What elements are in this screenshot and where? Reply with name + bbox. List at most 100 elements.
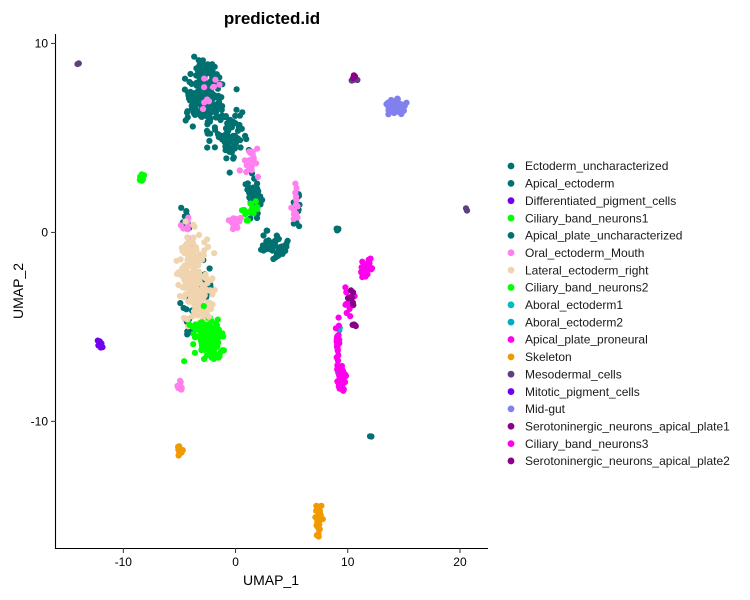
scatter-point [204,280,211,287]
scatter-point [226,169,233,176]
scatter-point [292,180,299,187]
scatter-point [197,112,204,119]
chart-title: predicted.id [224,9,320,28]
scatter-point [336,374,343,381]
scatter-point [186,288,193,295]
scatter-point [389,100,396,107]
legend-label: Ciliary_band_neurons3 [525,437,649,451]
scatter-point [210,355,217,362]
series-skeleton [175,443,326,540]
legend-swatch [507,284,515,291]
scatter-point [227,145,234,152]
scatter-point [190,96,197,103]
scatter-point [209,67,216,75]
legend-label: Ectoderm_uncharacterized [525,159,668,173]
scatter-point [179,265,186,272]
scatter-point [290,215,297,223]
scatter-point [215,339,222,346]
scatter-point [191,106,198,113]
scatter-point [139,173,147,180]
scatter-point [206,265,213,272]
scatter-point [237,144,244,151]
scatter-point [201,346,208,353]
scatter-point [334,347,341,354]
scatter-point [335,336,342,343]
x-ticks: -10 0 10 20 [115,548,467,569]
scatter-point [316,503,324,510]
y-tick-label: 10 [35,36,49,50]
x-tick-label: 20 [453,555,467,569]
scatter-point [74,61,81,68]
scatter-point [192,321,199,328]
scatter-point [194,88,201,95]
scatter-point [190,234,197,241]
y-tick-label: 0 [41,225,48,239]
scatter-point [403,99,410,106]
scatter-point [245,184,252,191]
scatter-point [254,145,261,152]
scatter-point [186,78,193,86]
scatter-point [197,273,205,280]
scatter-point [194,333,201,340]
scatter-point [215,92,222,99]
scatter-point [211,346,218,353]
legend-item: Aboral_ectoderm2 [507,315,623,329]
scatter-point [200,309,207,316]
scatter-point [333,354,340,361]
scatter-point [264,227,271,234]
scatter-point [383,101,390,108]
scatter-point [269,247,276,254]
series-serotoninergic-neurons-apical-plate2 [350,72,359,82]
scatter-point [349,299,356,306]
series-lateral-ectoderm-right [173,218,218,331]
scatter-point [185,92,192,99]
scatter-point [343,289,350,296]
legend-swatch [507,232,515,239]
scatter-point [293,196,300,203]
scatter-point [243,217,250,224]
series-apical-ectoderm [290,191,375,440]
scatter-point [180,314,187,322]
scatter-point [236,167,243,174]
scatter-point [260,232,267,239]
legend-swatch [507,249,515,257]
legend-item: Lateral_ectoderm_right [507,263,649,277]
scatter-point [212,327,219,334]
scatter-point [210,333,217,340]
scatter-point [184,329,191,336]
scatter-point [180,304,187,312]
legend-swatch [507,179,515,187]
scatter-point [211,250,218,257]
scatter-point [244,160,251,168]
scatter-point [400,107,407,114]
scatter-point [177,256,184,263]
scatter-point [208,351,216,358]
scatter-point [189,246,196,253]
scatter-point [196,288,203,295]
scatter-point [250,210,257,217]
scatter-point [202,273,209,280]
legend-item: Serotoninergic_neurons_apical_plate2 [507,454,730,468]
scatter-point [200,105,207,113]
legend-item: Ciliary_band_neurons3 [507,437,649,451]
legend-swatch [507,197,515,205]
scatter-point [216,81,223,88]
scatter-point [184,226,191,233]
legend-swatch [507,440,515,447]
legend-label: Lateral_ectoderm_right [525,263,649,277]
scatter-point [191,296,198,303]
y-ticks: -10 0 10 [31,36,56,428]
legend-label: Serotoninergic_neurons_apical_plate2 [525,454,730,468]
scatter-point [185,279,192,286]
scatter-point [250,155,257,162]
scatter-point [242,210,249,218]
points-layer [74,53,471,540]
scatter-point [196,231,203,239]
scatter-point [207,130,214,137]
legend-swatch [507,266,515,274]
legend-swatch [507,388,515,395]
scatter-point [214,316,221,323]
y-tick-label: -10 [31,414,49,428]
scatter-point [186,321,193,328]
